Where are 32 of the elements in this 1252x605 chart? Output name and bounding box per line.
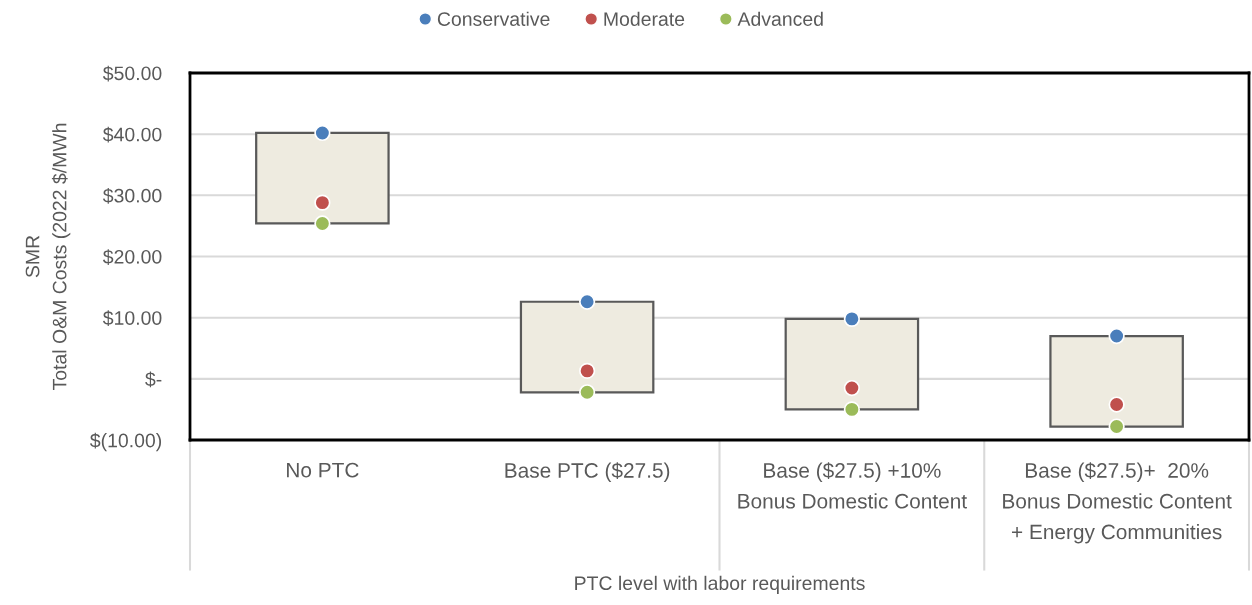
point — [1108, 396, 1125, 413]
legend-label: Advanced — [737, 11, 823, 26]
point — [1108, 418, 1125, 435]
x-tick-label: Base ($27.5) +10% Bonus Domestic Content — [738, 462, 967, 509]
y-tick-label: $30.00 — [102, 187, 162, 204]
bar — [255, 131, 390, 225]
point — [314, 194, 331, 211]
x-tick-label: Base ($27.5)+ 20% Bonus Domestic Content + Energy Communities — [1003, 462, 1232, 544]
x-axis-title: PTC level with labor requirements — [575, 575, 865, 594]
bar — [1049, 334, 1184, 428]
point — [314, 124, 331, 142]
point — [579, 362, 596, 380]
y-tick-label: $- — [145, 371, 162, 388]
y-axis-title: SMR Total O&M Costs (2022 $/MWh — [25, 123, 71, 391]
point — [843, 379, 860, 397]
point — [1108, 327, 1125, 345]
point — [579, 293, 596, 310]
point — [843, 401, 860, 418]
y-tick-label: $20.00 — [102, 249, 162, 265]
point — [579, 384, 596, 401]
y-tick-label: $50.00 — [102, 65, 162, 82]
y-tick-label: $(10.00) — [90, 432, 162, 452]
point — [843, 310, 860, 328]
y-tick-label: $40.00 — [102, 126, 162, 143]
point — [314, 215, 331, 232]
bar — [519, 300, 655, 394]
legend-label: Moderate — [604, 11, 685, 26]
legend-label: Conservative — [437, 11, 550, 26]
x-tick-label: Base PTC ($27.5) — [505, 462, 670, 482]
y-tick-label: $10.00 — [102, 310, 162, 327]
x-tick-label: No PTC — [287, 462, 359, 478]
bar — [784, 317, 920, 411]
